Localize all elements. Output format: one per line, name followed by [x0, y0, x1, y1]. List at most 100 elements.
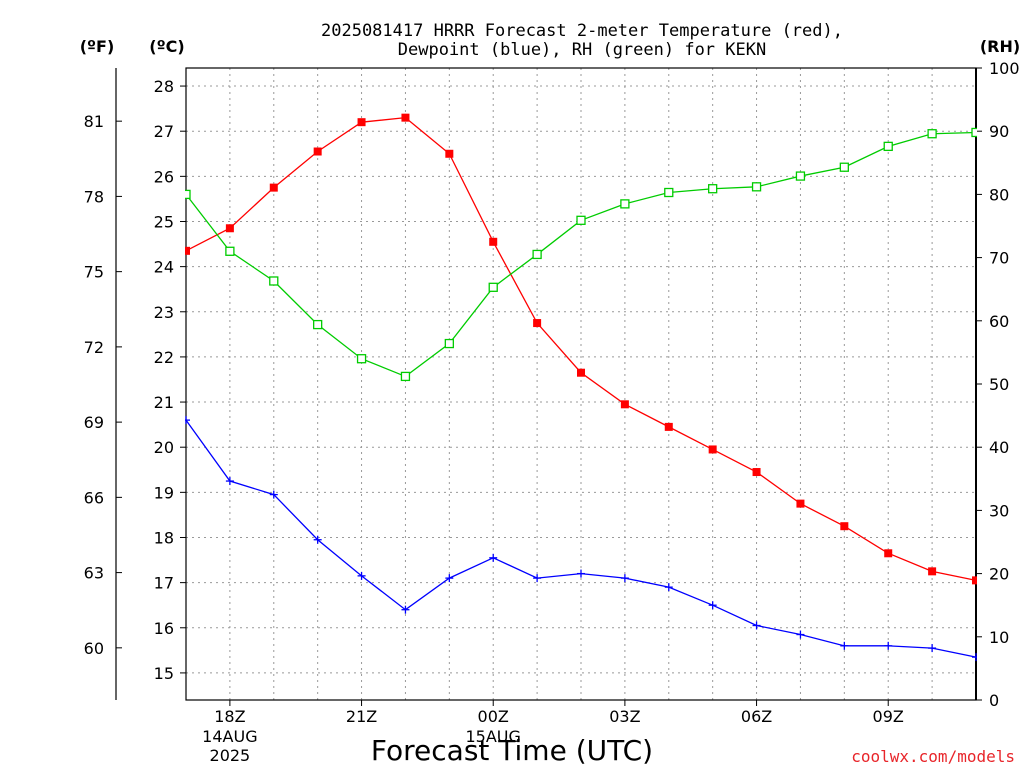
- celsius-tick-label: 21: [154, 393, 174, 412]
- rh-point: [708, 184, 718, 194]
- dewpoint-point: [489, 553, 498, 562]
- rh-tick-label: 80: [989, 185, 1009, 204]
- x-tick-date-label: 2025: [210, 746, 251, 765]
- dewpoint-point: [185, 416, 190, 425]
- rh-point: [532, 249, 542, 260]
- dewpoint-point: [577, 569, 585, 578]
- rh-tick-label: 60: [989, 312, 1009, 331]
- dewpoint-point: [313, 535, 322, 544]
- rh-tick-label: 50: [989, 375, 1009, 394]
- x-tick-label: 06Z: [741, 707, 772, 726]
- rh-point: [356, 354, 367, 364]
- rh-point: [225, 246, 235, 256]
- rh-tick-label: 10: [989, 628, 1009, 647]
- temperature-point: [752, 468, 761, 477]
- fahrenheit-tick-label: 66: [84, 488, 104, 507]
- rh-point: [488, 282, 498, 292]
- celsius-tick-label: 17: [154, 574, 174, 593]
- fahrenheit-tick-label: 75: [84, 263, 104, 282]
- chart-title-line1: 2025081417 HRRR Forecast 2-meter Tempera…: [321, 21, 843, 41]
- temperature-point: [840, 522, 849, 531]
- rh-point: [839, 162, 849, 172]
- celsius-tick-label: 23: [154, 303, 174, 322]
- celsius-tick-label: 26: [154, 167, 174, 186]
- dewpoint-point: [620, 574, 629, 583]
- rh-tick-label: 70: [989, 249, 1009, 268]
- x-tick-label: 03Z: [609, 707, 640, 726]
- dewpoint-point: [533, 574, 542, 583]
- celsius-tick-label: 18: [154, 528, 174, 547]
- celsius-tick-label: 22: [154, 348, 174, 367]
- x-tick-label: 21Z: [346, 707, 377, 726]
- tick-labels: 15 16 17 18 19 20 21 22 23 24 25 26 27 28 60 63 66 69 72 75…: [84, 59, 1020, 765]
- dewpoint-point: [269, 490, 278, 499]
- temperature-point: [269, 183, 278, 192]
- celsius-tick-label: 25: [154, 212, 174, 231]
- celsius-tick-label: 20: [154, 438, 174, 457]
- fahrenheit-tick-label: 69: [84, 413, 104, 432]
- rh-tick-label: 90: [989, 122, 1009, 141]
- dewpoint-point: [401, 605, 410, 614]
- temperature-point: [225, 224, 234, 233]
- temperature-point: [313, 147, 322, 156]
- dewpoint-point: [445, 574, 454, 583]
- celsius-tick-label: 28: [154, 77, 174, 96]
- x-tick-label: 09Z: [873, 707, 904, 726]
- rh-point: [795, 171, 806, 181]
- dewpoint-point: [972, 653, 977, 662]
- fahrenheit-tick-label: 60: [84, 639, 104, 658]
- celsius-tick-label: 27: [154, 122, 174, 141]
- axes: [115, 67, 982, 706]
- dewpoint-point: [357, 571, 366, 580]
- temperature-point: [928, 567, 937, 576]
- x-tick-date-label: 14AUG: [202, 727, 257, 746]
- fahrenheit-unit-label: (ºF): [80, 37, 115, 56]
- temperature-point: [708, 445, 717, 454]
- temperature-point: [489, 237, 498, 246]
- dewpoint-point: [664, 583, 673, 592]
- dewpoint-point: [225, 477, 234, 486]
- celsius-tick-label: 24: [154, 258, 174, 277]
- rh-tick-label: 0: [989, 691, 999, 710]
- rh-tick-label: 20: [989, 565, 1009, 584]
- fahrenheit-tick-label: 63: [84, 564, 104, 583]
- rh-point: [620, 199, 630, 209]
- rh-unit-label: (RH): [980, 37, 1020, 56]
- rh-point: [971, 127, 977, 138]
- x-tick-date-label: 15AUG: [466, 727, 521, 746]
- data-series: [185, 113, 977, 662]
- rh-point: [883, 141, 893, 152]
- dewpoint-point: [840, 641, 849, 650]
- temperature-point: [401, 113, 410, 122]
- rh-point: [576, 215, 586, 225]
- rh-point: [313, 319, 323, 330]
- temperature-point: [796, 499, 805, 508]
- x-axis-title: Forecast Time (UTC): [371, 734, 653, 767]
- fahrenheit-tick-label: 78: [84, 187, 104, 206]
- rh-point: [400, 371, 411, 382]
- celsius-tick-label: 15: [154, 664, 174, 683]
- credit-text: coolwx.com/models: [851, 747, 1015, 766]
- temperature-point: [577, 368, 585, 377]
- dewpoint-point: [796, 630, 805, 639]
- temperature-point: [445, 149, 454, 158]
- temperature-point: [664, 422, 673, 431]
- dewpoint-point: [752, 621, 761, 630]
- dewpoint-point: [884, 641, 893, 650]
- temperature-point: [357, 118, 366, 127]
- fahrenheit-tick-label: 72: [84, 338, 104, 357]
- x-tick-label: 18Z: [214, 707, 245, 726]
- celsius-tick-label: 19: [154, 483, 174, 502]
- temperature-point: [533, 319, 542, 328]
- temperature-line: [185, 116, 977, 582]
- temperature-point: [972, 576, 977, 585]
- rh-tick-label: 30: [989, 501, 1009, 520]
- x-tick-label: 00Z: [478, 707, 509, 726]
- rh-tick-label: 100: [989, 59, 1020, 78]
- dewpoint-point: [928, 644, 937, 653]
- rh-point: [269, 276, 279, 286]
- temperature-point: [884, 549, 893, 558]
- temperature-point: [620, 400, 629, 409]
- rh-point: [927, 129, 937, 139]
